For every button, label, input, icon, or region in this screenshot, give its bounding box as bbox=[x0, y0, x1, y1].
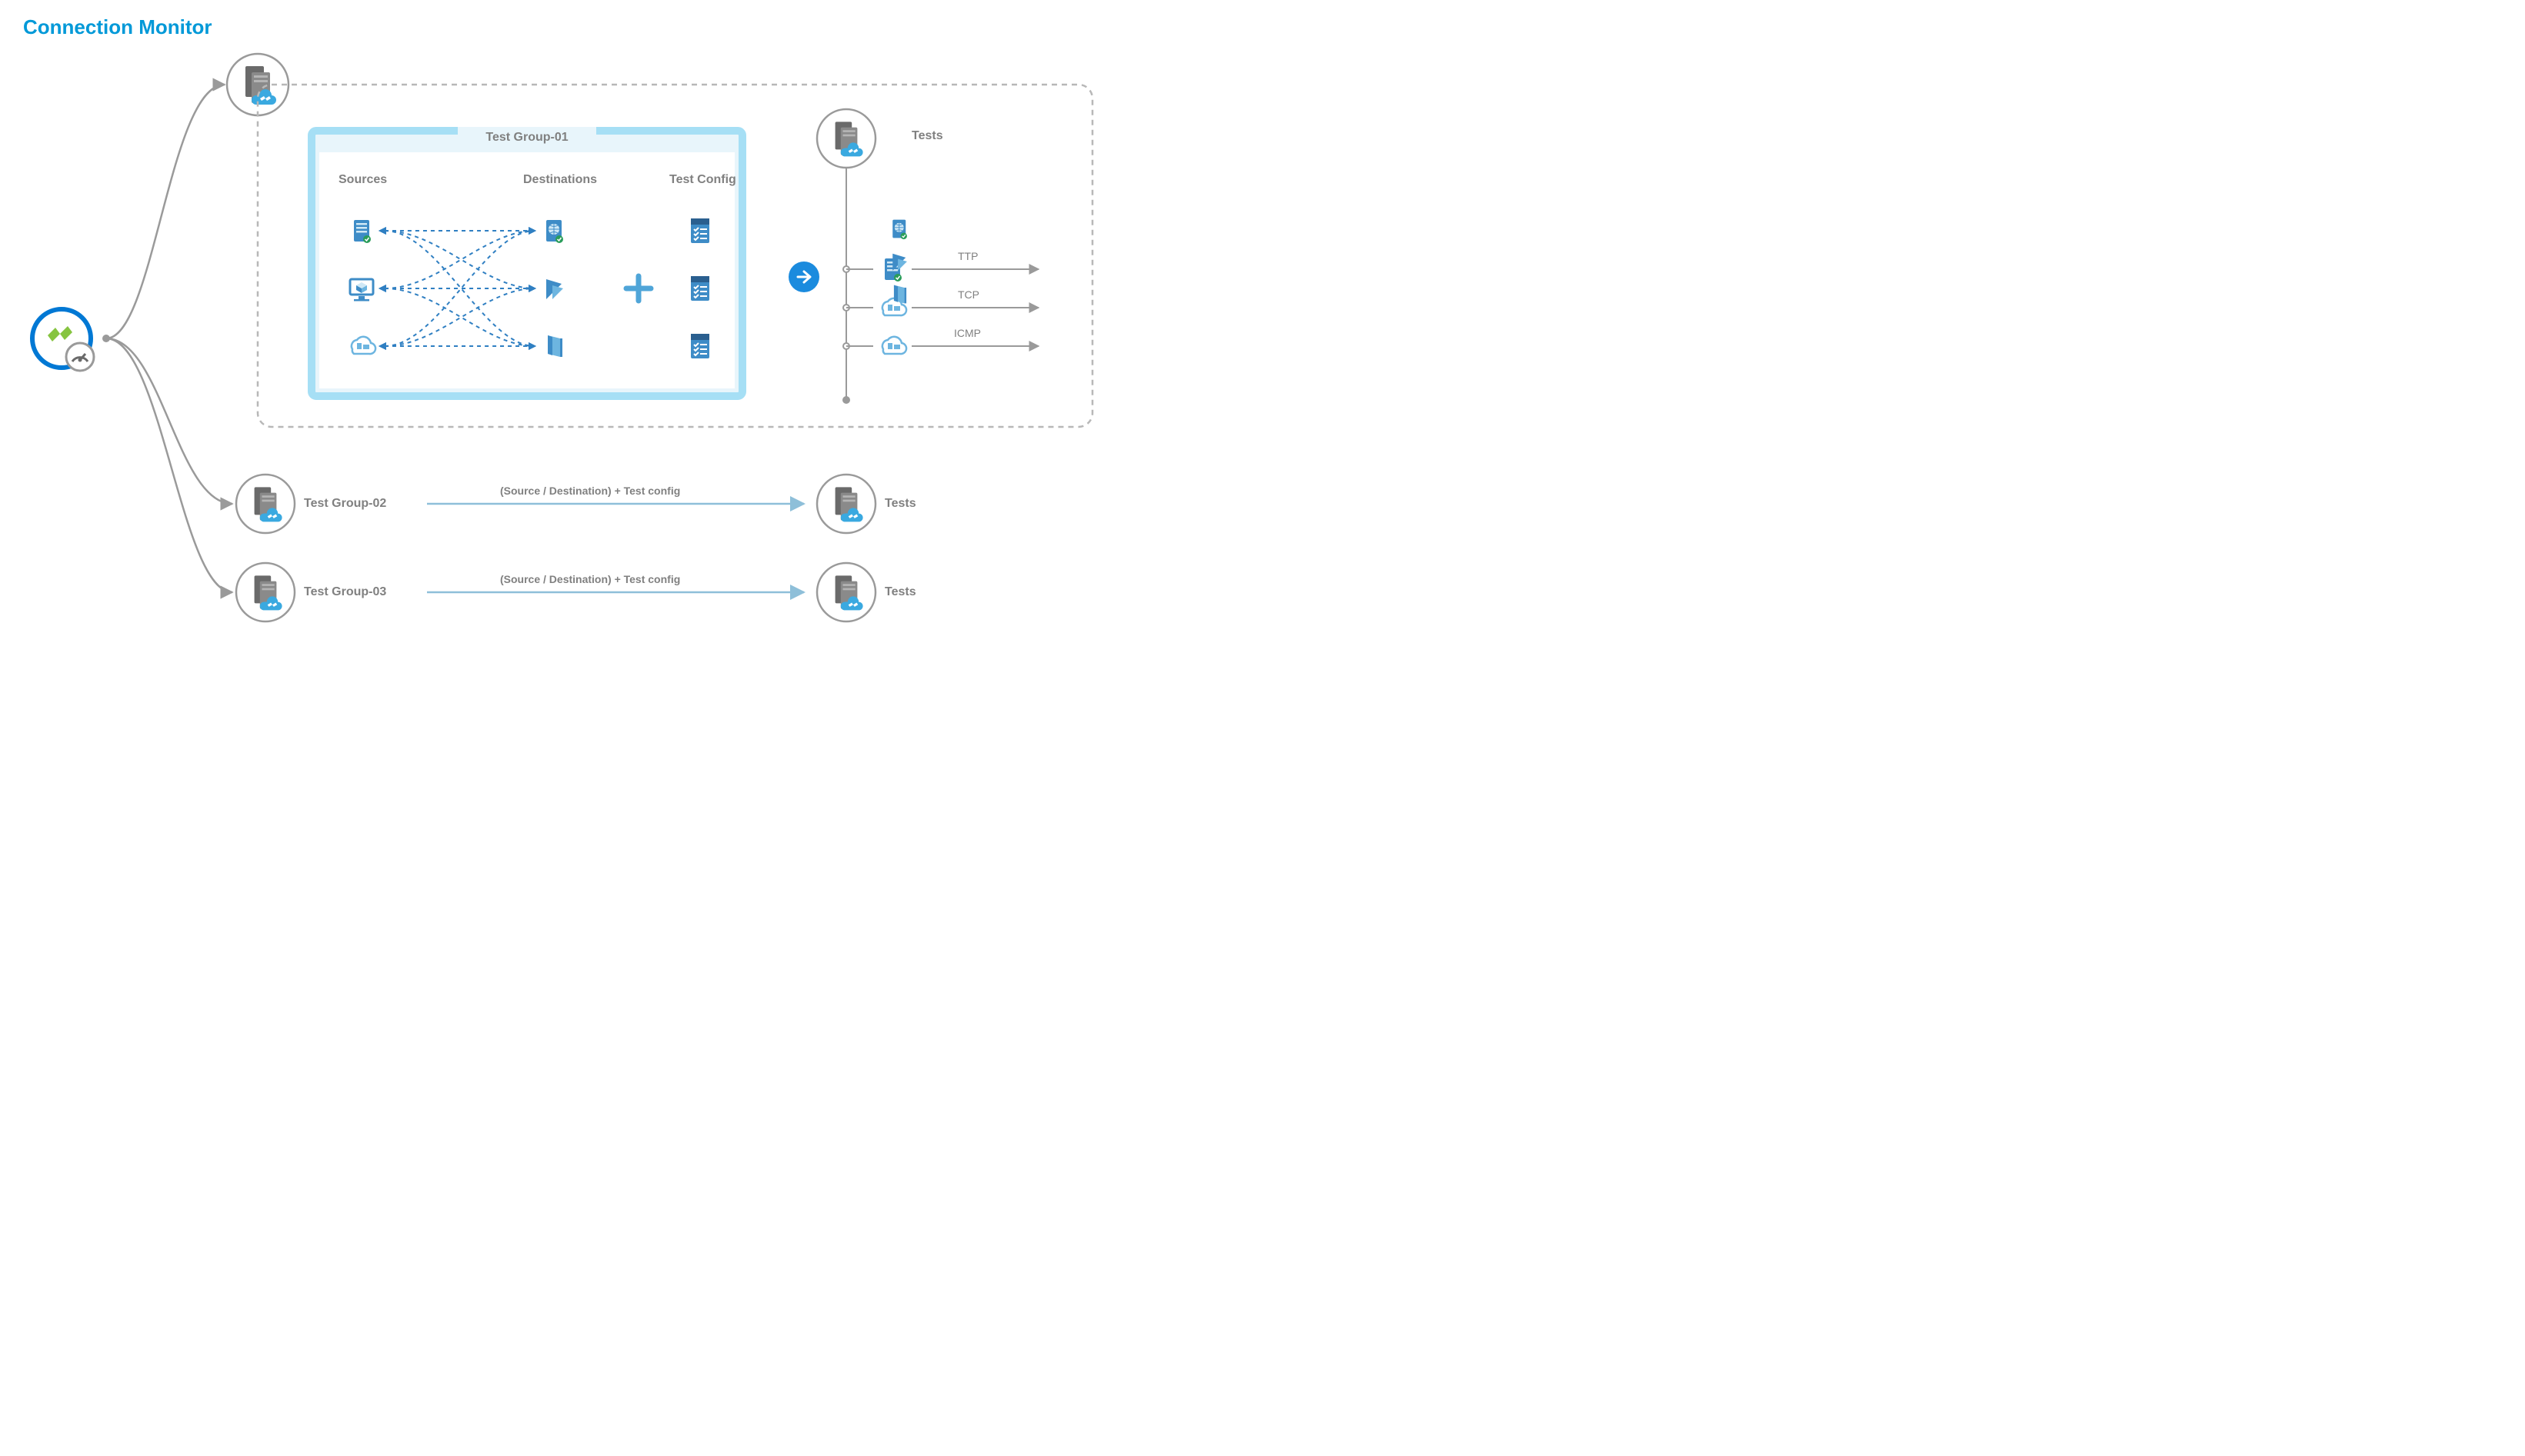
connector-to-row2 bbox=[106, 338, 232, 504]
test-group-01-panel bbox=[312, 127, 742, 396]
row3-arrow-label: (Source / Destination) + Test config bbox=[500, 573, 680, 585]
row2-server-node bbox=[236, 475, 295, 533]
source-monitor-icon bbox=[350, 279, 373, 302]
destinations-label: Destinations bbox=[523, 173, 597, 187]
connector-to-top bbox=[106, 85, 225, 338]
diagram-canvas bbox=[0, 0, 1123, 648]
row2-tests-label: Tests bbox=[885, 497, 916, 511]
dest-globe-icon bbox=[546, 220, 563, 243]
page-title: Connection Monitor bbox=[23, 15, 212, 39]
test-group-01-tab: Test Group-01 bbox=[462, 128, 592, 148]
tests-proto-2: ICMP bbox=[954, 327, 981, 339]
config-1-icon bbox=[691, 218, 709, 243]
tests-proto-1: TCP bbox=[958, 288, 979, 301]
row2-arrow-label: (Source / Destination) + Test config bbox=[500, 485, 680, 497]
tests-server-node bbox=[817, 109, 876, 168]
config-3-icon bbox=[691, 334, 709, 358]
row2-tests-node bbox=[817, 475, 876, 533]
mesh-connectors bbox=[385, 231, 535, 346]
tests-tree bbox=[842, 168, 873, 404]
test-config-label: Test Config bbox=[669, 173, 736, 187]
top-server-node bbox=[227, 54, 289, 115]
row3-server-node bbox=[236, 563, 295, 621]
dest-dynamics-icon bbox=[546, 279, 563, 299]
tests-row-2 bbox=[882, 254, 1039, 315]
root-branch-dot bbox=[102, 335, 110, 342]
source-cloud-icon bbox=[352, 337, 375, 354]
connector-to-row3 bbox=[106, 338, 232, 592]
tests-title: Tests bbox=[912, 129, 943, 143]
arrow-right-circle-icon bbox=[789, 262, 819, 292]
config-2-icon bbox=[691, 276, 709, 301]
sources-label: Sources bbox=[339, 173, 387, 187]
row3-tests-label: Tests bbox=[885, 585, 916, 599]
row3-group-label: Test Group-03 bbox=[304, 585, 386, 599]
row3-tests-node bbox=[817, 563, 876, 621]
source-server-icon bbox=[354, 220, 371, 243]
plus-icon bbox=[626, 276, 651, 301]
dest-office-icon bbox=[548, 335, 562, 357]
tests-proto-0: TTP bbox=[958, 250, 978, 262]
root-node-icon bbox=[32, 309, 94, 371]
row2-group-label: Test Group-02 bbox=[304, 497, 386, 511]
